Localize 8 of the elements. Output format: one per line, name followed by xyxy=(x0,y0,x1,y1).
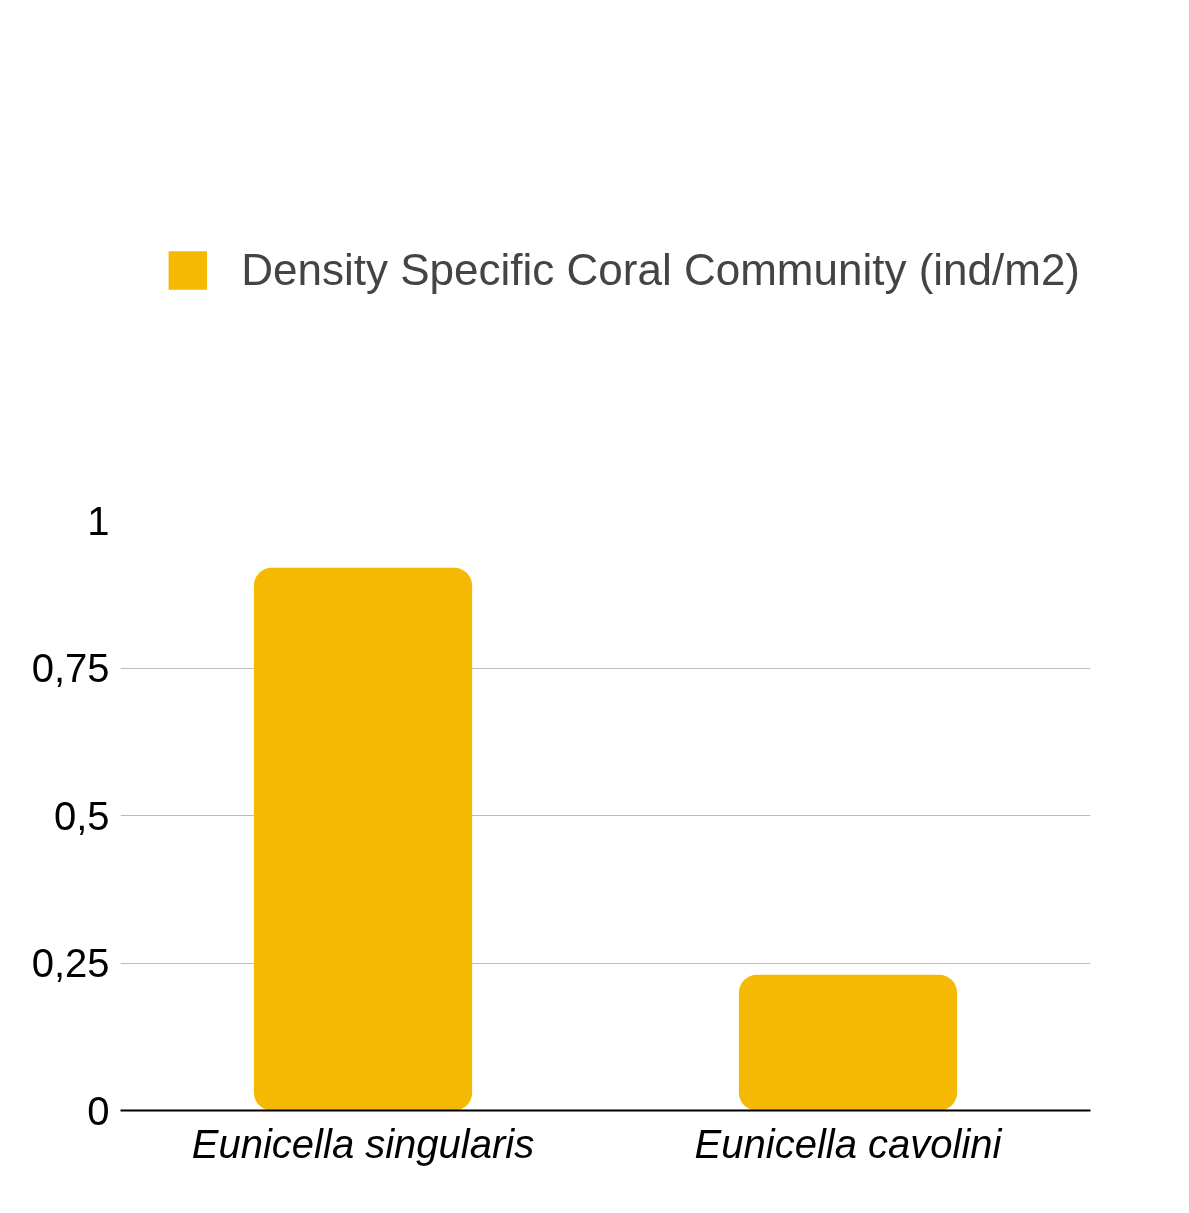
y-tick-label: 0,75 xyxy=(31,646,110,690)
y-tick-label: 1 xyxy=(87,498,110,543)
x-tick-label: Eunicella cavolini xyxy=(694,1121,1003,1166)
y-tick-label: 0 xyxy=(87,1088,110,1133)
y-tick-label: 0,25 xyxy=(31,941,110,985)
x-tick-label: Eunicella singularis xyxy=(191,1121,535,1166)
legend-label: Density Specific Coral Community (ind/m2) xyxy=(241,245,1080,295)
y-tick-label: 0,5 xyxy=(53,793,110,838)
